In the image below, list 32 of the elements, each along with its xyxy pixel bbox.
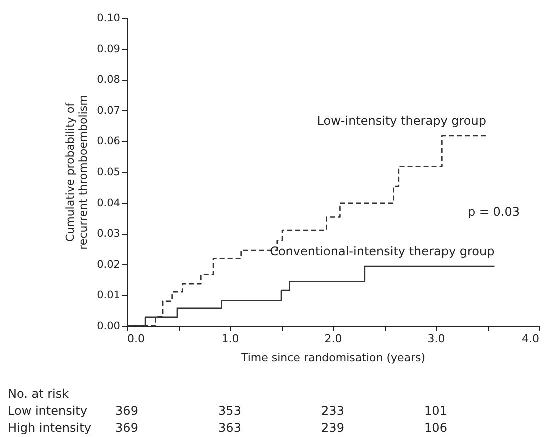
y-tick-label: 0.07 (97, 104, 120, 117)
y-tick-label: 0.08 (97, 74, 120, 86)
y-tick-label: 0.06 (97, 136, 121, 148)
text: No. at risk (8, 387, 70, 401)
text: 239 (322, 421, 344, 435)
text: 369 (116, 404, 138, 418)
x-tick-label: 2.0 (324, 332, 342, 346)
text: 233 (322, 404, 344, 418)
x-axis-title: Time since randomisation (years) (240, 352, 426, 364)
text: 369 (116, 421, 138, 435)
series-label: Low-intensity therapy group (317, 114, 486, 128)
y-tick-label: 0.04 (97, 197, 121, 210)
y-tick-label: 0.10 (97, 12, 120, 24)
text: Low intensity (8, 404, 88, 418)
text: 106 (424, 421, 448, 435)
y-tick-label: 0.03 (97, 228, 120, 240)
annotation: p = 0.03 (468, 205, 520, 219)
series-label: Conventional-intensity therapy group (270, 244, 495, 259)
text: 353 (218, 404, 242, 418)
y-axis-title: Cumulative probability of recurrent thromboembolism (64, 95, 90, 250)
x-tick-label: 3.0 (428, 332, 446, 346)
text: 363 (218, 421, 242, 435)
x-tick-label: 0.0 (128, 332, 145, 346)
x-tick-label: 4.0 (522, 332, 540, 346)
y-tick-label: 0.00 (97, 320, 120, 332)
x-tick-label: 1.0 (222, 332, 240, 346)
text: High intensity (8, 421, 92, 435)
text: 101 (424, 404, 448, 418)
y-tick-label: 0.02 (97, 258, 120, 271)
y-tick-label: 0.01 (97, 290, 120, 302)
y-tick-label: 0.09 (97, 43, 120, 56)
y-tick-label: 0.05 (97, 166, 120, 178)
